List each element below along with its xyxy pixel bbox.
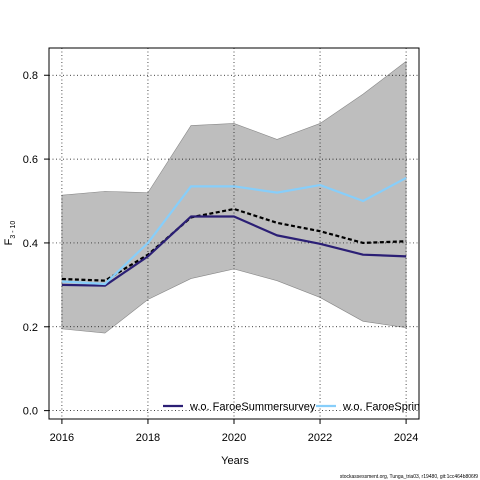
x-tick-label: 2022 [308, 432, 332, 444]
x-tick-label: 2024 [394, 432, 418, 444]
series-line-2 [61, 215, 407, 287]
y-tick-label: 0.8 [23, 70, 38, 82]
x-axis: 2016 2018 2020 2022 2024 [50, 419, 418, 444]
series-line-1 [61, 207, 407, 282]
y-axis-label-main: F [3, 238, 15, 245]
footer-credit: stockassessment.org, Tunga_tria03, r1948… [340, 474, 478, 480]
y-axis: 0.0 0.2 0.4 0.6 0.8 [23, 70, 49, 418]
legend-label-3: w.o. FaroeSpringsurvey [342, 401, 459, 413]
legend-body: rrent w.o. FaroeSummersurvey w.o. FaroeSpr… [163, 401, 459, 413]
y-tick-label: 0.6 [23, 154, 38, 166]
series-line-3 [61, 176, 407, 286]
series-layer [61, 176, 407, 287]
y-tick-label: 0.2 [23, 322, 38, 334]
y-axis-label-subscript: 3 - 10 [10, 221, 17, 239]
y-tick-label: 0.4 [23, 238, 38, 250]
x-axis-label: Years [221, 455, 249, 467]
grid-layer [49, 48, 419, 419]
legend-label-2: w.o. FaroeSummersurvey [189, 401, 316, 413]
y-axis-label: F3 - 10 [3, 221, 17, 246]
y-tick-label: 0.0 [23, 406, 38, 418]
x-tick-label: 2020 [222, 432, 246, 444]
x-tick-label: 2016 [50, 432, 74, 444]
legend: rrent w.o. FaroeSummersurvey w.o. FaroeSpr… [163, 401, 459, 413]
x-tick-label: 2018 [136, 432, 160, 444]
